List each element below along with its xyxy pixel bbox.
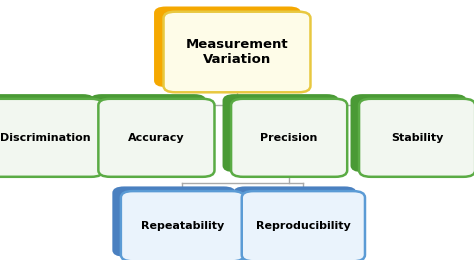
FancyBboxPatch shape: [0, 94, 94, 172]
FancyBboxPatch shape: [359, 99, 474, 177]
FancyBboxPatch shape: [350, 94, 466, 172]
FancyBboxPatch shape: [233, 186, 356, 257]
Text: Repeatability: Repeatability: [141, 221, 224, 231]
Text: Measurement
Variation: Measurement Variation: [186, 38, 288, 66]
FancyBboxPatch shape: [0, 99, 103, 177]
FancyBboxPatch shape: [222, 94, 338, 172]
Text: Precision: Precision: [260, 133, 318, 143]
FancyBboxPatch shape: [231, 99, 347, 177]
FancyBboxPatch shape: [242, 191, 365, 260]
FancyBboxPatch shape: [99, 99, 214, 177]
FancyBboxPatch shape: [164, 12, 310, 92]
FancyBboxPatch shape: [154, 6, 301, 87]
FancyBboxPatch shape: [112, 186, 236, 257]
FancyBboxPatch shape: [121, 191, 244, 260]
Text: Reproducibility: Reproducibility: [256, 221, 351, 231]
Text: Stability: Stability: [391, 133, 443, 143]
Text: Discrimination: Discrimination: [0, 133, 91, 143]
Text: Accuracy: Accuracy: [128, 133, 185, 143]
FancyBboxPatch shape: [90, 94, 206, 172]
